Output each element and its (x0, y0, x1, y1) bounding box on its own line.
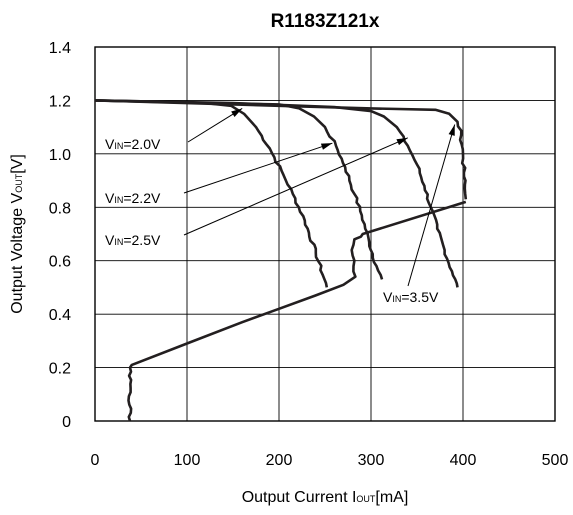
y-tick-label: 0.4 (49, 307, 71, 324)
y-axis-label-main: Output Voltage V (9, 192, 26, 313)
series-layer (94, 99, 468, 422)
y-tick-label: 0.6 (49, 254, 71, 271)
annotation-rest: =2.5V (123, 232, 161, 248)
x-axis-label-sub: OUT (356, 494, 376, 504)
annotation-arrow (183, 137, 408, 236)
annotation-main: V (383, 289, 393, 305)
y-tick-label: 1.4 (49, 40, 71, 57)
y-axis-label-sub: OUT (14, 173, 24, 193)
series-line-VIN=3.5V (94, 99, 468, 200)
annotation-sub: IN (114, 237, 123, 247)
annotation-rest: =3.5V (401, 289, 439, 305)
x-tick-label: 500 (542, 452, 569, 469)
plot-frame (94, 46, 556, 422)
series-line-VIN=2.2V (94, 99, 384, 280)
series-line-foldback (127, 200, 467, 422)
annotation-rest: =2.0V (123, 136, 161, 152)
annotation-arrow (183, 142, 333, 194)
x-axis-label-main: Output Current I (242, 489, 357, 506)
series-annotation: VIN=2.5V (105, 232, 161, 248)
annotation-sub: IN (114, 195, 123, 205)
x-tick-label: 200 (266, 452, 293, 469)
y-tick-label: 0 (62, 414, 71, 431)
series-line-VIN=2.5V (94, 99, 459, 288)
x-tick-label: 100 (174, 452, 201, 469)
series-annotation: VIN=2.0V (105, 136, 161, 152)
x-tick-label: 300 (358, 452, 385, 469)
annotation-main: V (105, 136, 115, 152)
x-tick-labels: 0 100 200 300 400 500 (91, 452, 569, 469)
y-tick-label: 0.8 (49, 200, 71, 217)
annotation-arrowhead (396, 137, 408, 146)
y-tick-label: 1.2 (49, 93, 71, 110)
y-tick-labels: 0 0.2 0.4 0.6 0.8 1.0 1.2 1.4 (49, 40, 71, 431)
x-tick-label: 0 (91, 452, 100, 469)
series-annotation: VIN=3.5V (383, 289, 439, 305)
y-axis-label-unit: [V] (9, 154, 26, 174)
annotation-arrowhead (320, 143, 333, 150)
annotation-arrow (407, 124, 456, 287)
chart-title: R1183Z121x (271, 11, 380, 32)
annotation-sub: IN (392, 294, 401, 304)
x-axis-label-unit: [mA] (375, 489, 408, 506)
series-annotation: VIN=2.2V (105, 190, 161, 206)
annotation-sub: IN (114, 141, 123, 151)
annotation-main: V (105, 232, 115, 248)
y-axis-label: Output Voltage VOUT[V] (9, 154, 26, 314)
series-line-VIN=2.0V (94, 99, 329, 288)
annotation-arrows (183, 108, 456, 287)
x-tick-label: 400 (450, 452, 477, 469)
annotation-arrowhead (231, 108, 243, 117)
annotation-main: V (105, 190, 115, 206)
y-tick-label: 0.2 (49, 361, 71, 378)
annotation-rest: =2.2V (123, 190, 161, 206)
annotation-arrowhead (448, 124, 455, 136)
y-tick-label: 1.0 (49, 147, 71, 164)
x-axis-label: Output Current IOUT[mA] (242, 489, 409, 506)
